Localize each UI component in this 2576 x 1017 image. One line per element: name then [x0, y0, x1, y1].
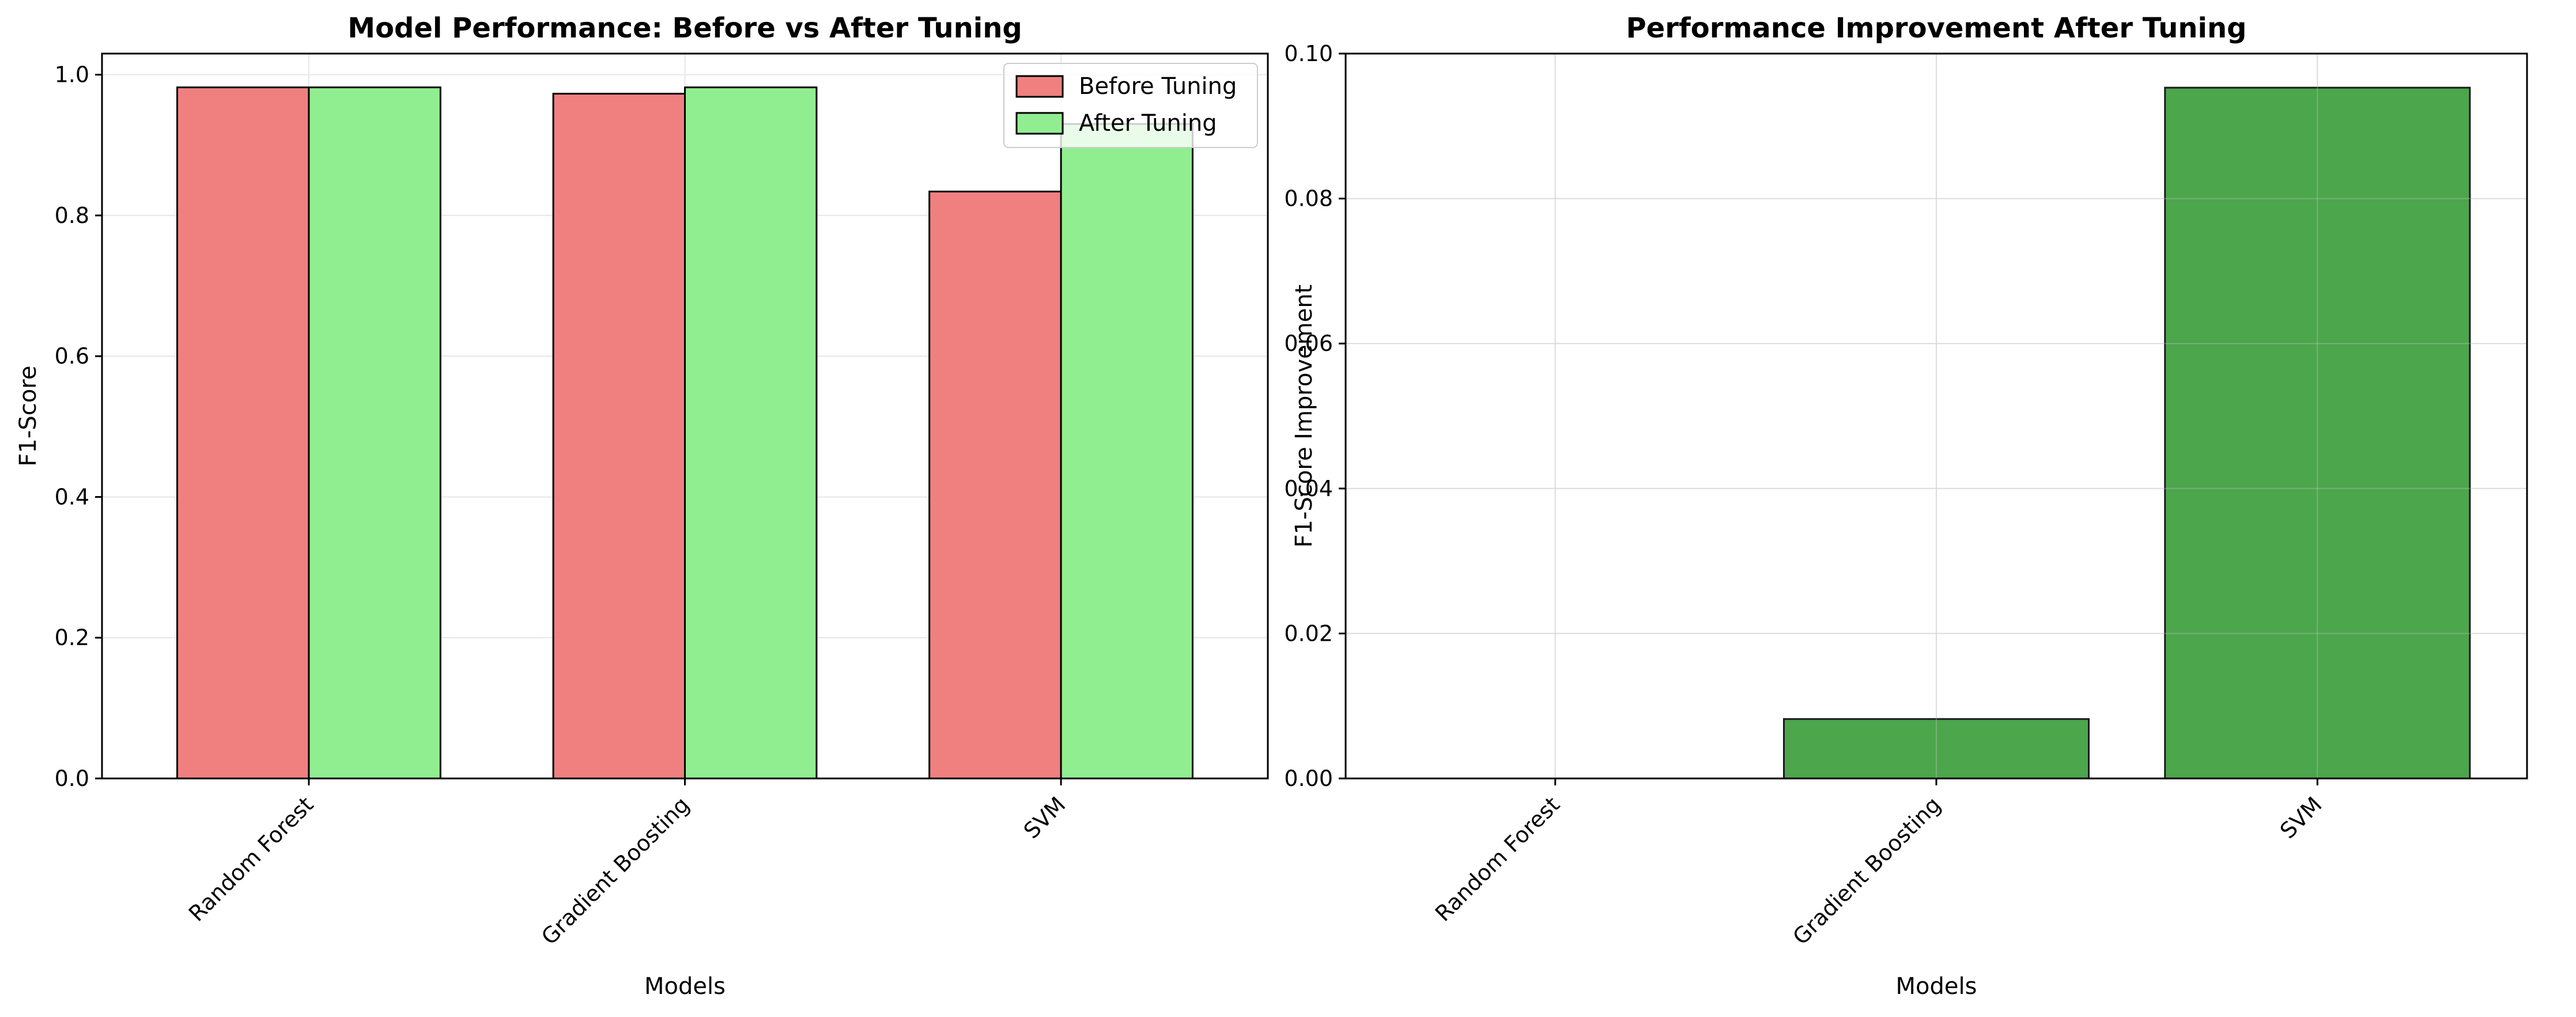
legend-label-before-tuning: Before Tuning [1079, 73, 1237, 100]
right-chart-bars [1346, 53, 2527, 780]
y-tick-label: 0.2 [55, 625, 89, 651]
left-chart-bars [176, 86, 1193, 780]
bar-after-tuning-svm [1060, 123, 1193, 780]
y-tick-label: 0.10 [1284, 41, 1333, 66]
right-chart-y-axis-label: F1-Score Improvement [1291, 285, 1317, 548]
left-chart-y-axis-label: F1-Score [15, 366, 41, 467]
y-tick-label: 0.06 [1284, 331, 1333, 356]
bar-before-tuning-gradient-boosting [552, 93, 686, 780]
y-tick-label: 0.8 [55, 203, 89, 228]
left-chart-x-axis-label: Models [644, 973, 726, 1000]
x-tick-label-random-forest: Random Forest [1430, 792, 1565, 926]
y-tick-label: 0.4 [55, 484, 89, 509]
bar-after-tuning-gradient-boosting [684, 86, 818, 780]
y-tick-label: 1.0 [55, 62, 89, 88]
bar-improvement-gradient-boosting [1782, 718, 2090, 780]
left-chart-legend: Before Tuning After Tuning [1003, 63, 1258, 148]
y-tick-label: 0.04 [1284, 476, 1333, 501]
bar-before-tuning-random-forest [176, 86, 310, 780]
legend-swatch-after-tuning [1015, 112, 1064, 135]
bar-after-tuning-random-forest [308, 86, 441, 780]
bar-before-tuning-svm [928, 190, 1062, 780]
y-tick-label: 0.08 [1284, 186, 1333, 211]
right-chart-x-axis-label: Models [1896, 973, 1977, 1000]
legend-label-after-tuning: After Tuning [1079, 110, 1217, 137]
x-tick-label-svm: SVM [2275, 792, 2327, 844]
right-chart-title: Performance Improvement After Tuning [1626, 12, 2246, 44]
x-tick-label-gradient-boosting: Gradient Boosting [1788, 792, 1946, 950]
y-tick-label: 0.0 [55, 766, 89, 791]
legend-frame [1003, 63, 1258, 148]
y-tick-label: 0.02 [1284, 621, 1333, 646]
bar-improvement-svm [2164, 86, 2471, 780]
y-tick-label: 0.6 [55, 343, 89, 369]
left-chart-title: Model Performance: Before vs After Tunin… [348, 12, 1022, 44]
x-tick-label-svm: SVM [1019, 792, 1071, 844]
x-tick-label-random-forest: Random Forest [184, 792, 318, 926]
legend-swatch-before-tuning [1015, 75, 1064, 98]
x-tick-label-gradient-boosting: Gradient Boosting [537, 792, 694, 950]
y-tick-label: 0.00 [1284, 766, 1333, 791]
